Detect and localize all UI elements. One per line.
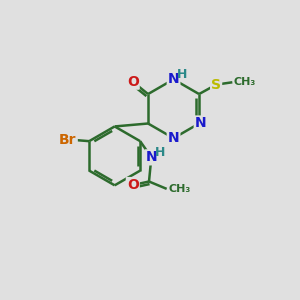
Text: S: S bbox=[211, 78, 221, 92]
Text: N: N bbox=[168, 72, 179, 86]
Text: H: H bbox=[177, 68, 187, 80]
Text: O: O bbox=[127, 178, 139, 192]
Text: Br: Br bbox=[59, 133, 77, 147]
Text: H: H bbox=[154, 146, 165, 159]
Text: CH₃: CH₃ bbox=[234, 77, 256, 87]
Text: CH₃: CH₃ bbox=[168, 184, 190, 194]
Text: O: O bbox=[127, 75, 139, 89]
Text: N: N bbox=[168, 131, 179, 145]
Text: N: N bbox=[146, 150, 157, 164]
Text: N: N bbox=[195, 116, 206, 130]
